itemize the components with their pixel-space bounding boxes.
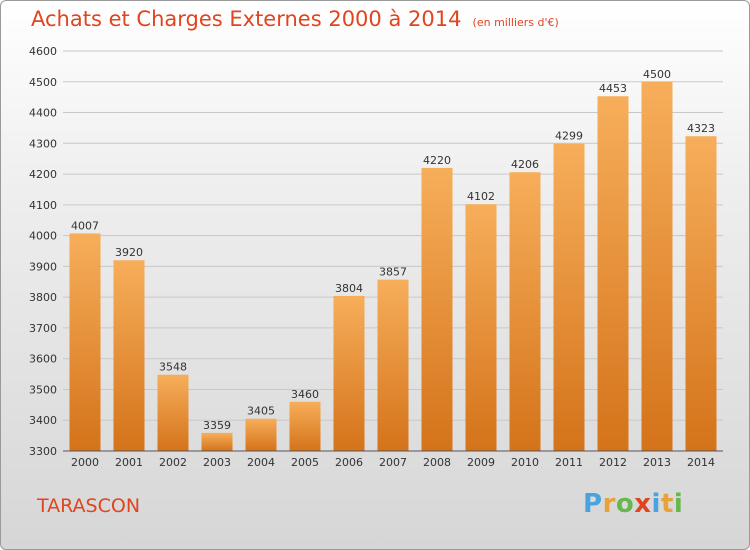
x-tick-label: 2014 xyxy=(687,456,715,469)
value-label-2005: 3460 xyxy=(291,388,319,401)
y-tick-label: 3400 xyxy=(29,414,57,427)
chart-title-block: Achats et Charges Externes 2000 à 2014 (… xyxy=(31,7,559,31)
x-tick-label: 2007 xyxy=(379,456,407,469)
y-tick-label: 4200 xyxy=(29,168,57,181)
bar-2010 xyxy=(509,172,541,451)
y-tick-label: 4600 xyxy=(29,45,57,58)
y-tick-label: 3300 xyxy=(29,445,57,458)
x-axis-ticks: 2000 2001 2002 2003 2004 2005 2006 2007 2008 2009… xyxy=(71,456,715,469)
bar-2008 xyxy=(421,167,453,451)
x-tick-label: 2002 xyxy=(159,456,187,469)
y-tick-label: 3600 xyxy=(29,353,57,366)
proxiti-logo[interactable]: Proxiti xyxy=(583,489,683,519)
y-tick-label: 3900 xyxy=(29,260,57,273)
value-label-2011: 4299 xyxy=(555,130,583,143)
chart-title: Achats et Charges Externes 2000 à 2014 xyxy=(31,7,462,31)
logo-letter: o xyxy=(615,489,635,519)
x-tick-label: 2000 xyxy=(71,456,99,469)
logo-letter: P xyxy=(583,489,603,519)
logo-letter: i xyxy=(673,489,684,519)
town-name: TARASCON xyxy=(37,495,141,517)
value-label-2013: 4500 xyxy=(643,68,671,81)
bar-2003 xyxy=(201,432,233,451)
value-label-2007: 3857 xyxy=(379,266,407,279)
value-label-2000: 4007 xyxy=(71,219,99,232)
x-tick-label: 2004 xyxy=(247,456,275,469)
value-label-2002: 3548 xyxy=(159,361,187,374)
bar-2004 xyxy=(245,418,277,451)
bar-2002 xyxy=(157,374,189,451)
y-axis-ticks: 3300 3400 3500 3600 3700 3800 3900 4000 4100 4200… xyxy=(29,45,57,458)
x-tick-label: 2010 xyxy=(511,456,539,469)
bar-2013 xyxy=(641,81,673,452)
bar-2007 xyxy=(377,279,409,451)
bar-2006 xyxy=(333,295,365,451)
logo-letter: t xyxy=(660,489,674,519)
bar-2000 xyxy=(69,233,101,451)
logo-letter: x xyxy=(634,489,652,519)
y-tick-label: 3800 xyxy=(29,291,57,304)
x-tick-label: 2006 xyxy=(335,456,363,469)
value-label-2008: 4220 xyxy=(423,154,451,167)
logo-letter: i xyxy=(651,489,661,519)
y-tick-label: 3700 xyxy=(29,322,57,335)
value-label-2010: 4206 xyxy=(511,158,539,171)
y-tick-label: 4500 xyxy=(29,76,57,89)
x-tick-label: 2008 xyxy=(423,456,451,469)
value-label-2014: 4323 xyxy=(687,122,715,135)
y-tick-label: 4400 xyxy=(29,107,57,120)
logo-letter: r xyxy=(602,489,616,519)
bars xyxy=(69,81,717,452)
x-tick-label: 2005 xyxy=(291,456,319,469)
value-label-2009: 4102 xyxy=(467,190,495,203)
value-label-2006: 3804 xyxy=(335,282,363,295)
value-label-2003: 3359 xyxy=(203,419,231,432)
y-tick-label: 4000 xyxy=(29,230,57,243)
y-tick-label: 4300 xyxy=(29,137,57,150)
value-labels: 4007 3920 3548 3359 3405 3460 3804 3857 4220 4102… xyxy=(71,68,715,432)
x-tick-label: 2003 xyxy=(203,456,231,469)
bar-2009 xyxy=(465,204,497,451)
bar-2001 xyxy=(113,260,145,451)
value-label-2001: 3920 xyxy=(115,246,143,259)
x-tick-label: 2011 xyxy=(555,456,583,469)
y-tick-label: 4100 xyxy=(29,199,57,212)
x-tick-label: 2009 xyxy=(467,456,495,469)
unit-note: (en milliers d'€) xyxy=(472,16,559,29)
x-tick-label: 2001 xyxy=(115,456,143,469)
bar-2011 xyxy=(553,143,585,451)
y-tick-label: 3500 xyxy=(29,383,57,396)
x-tick-label: 2013 xyxy=(643,456,671,469)
x-tick-label: 2012 xyxy=(599,456,627,469)
value-label-2012: 4453 xyxy=(599,82,627,95)
bar-2005 xyxy=(289,401,321,451)
bar-2012 xyxy=(597,96,629,451)
bar-2014 xyxy=(685,136,717,451)
value-label-2004: 3405 xyxy=(247,405,275,418)
